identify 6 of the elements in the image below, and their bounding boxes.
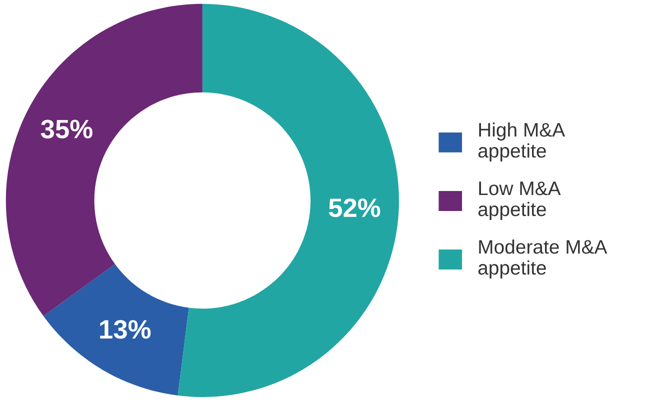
data-label: 35% — [40, 120, 92, 138]
legend-label: Moderate M&A appetite — [478, 239, 608, 279]
legend-label: High M&A appetite — [478, 122, 566, 162]
data-label: 52% — [328, 198, 380, 218]
data-label: 13% — [100, 320, 151, 339]
legend-label: Low M&A appetite — [478, 182, 561, 220]
